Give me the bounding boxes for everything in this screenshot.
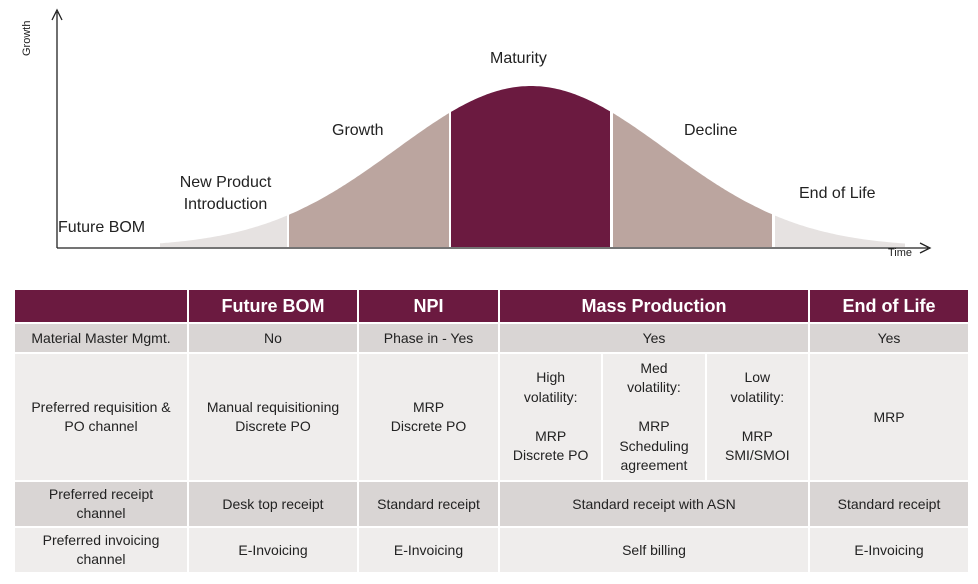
lifecycle-diagram bbox=[51, 8, 932, 254]
lifecycle-table: Future BOM NPI Mass Production End of Li… bbox=[13, 288, 970, 574]
cell-future-bom: Manual requisitioning Discrete PO bbox=[187, 352, 359, 482]
cell-future-bom: No bbox=[187, 322, 359, 354]
y-axis-label: Growth bbox=[21, 20, 33, 56]
segment-end-of-life bbox=[775, 215, 905, 247]
row-label: Material Master Mgmt. bbox=[13, 322, 189, 354]
segment-npi bbox=[160, 215, 287, 247]
cell-end-of-life: Yes bbox=[808, 322, 970, 354]
cell-end-of-life: MRP bbox=[808, 352, 970, 482]
x-axis-arrow bbox=[919, 242, 932, 254]
cell-end-of-life: Standard receipt bbox=[808, 480, 970, 528]
cell-future-bom: Desk top receipt bbox=[187, 480, 359, 528]
segment-decline bbox=[613, 113, 772, 247]
row-label: Preferred invoicing channel bbox=[13, 526, 189, 574]
cell-npi: Standard receipt bbox=[357, 480, 500, 528]
header-npi: NPI bbox=[357, 288, 500, 324]
sub-cell-low-volatility: Low volatility: MRP SMI/SMOI bbox=[725, 369, 790, 464]
row-label: Preferred requisition & PO channel bbox=[13, 352, 189, 482]
sub-cell-med-volatility: Med volatility: MRP Scheduling agreement bbox=[603, 354, 707, 480]
table-header-row: Future BOM NPI Mass Production End of Li… bbox=[13, 288, 970, 324]
phase-label-future-bom: Future BOM bbox=[58, 219, 146, 236]
cell-end-of-life: E-Invoicing bbox=[808, 526, 970, 574]
table-row: Material Master Mgmt. No Phase in - Yes … bbox=[13, 322, 970, 354]
cell-npi: Phase in - Yes bbox=[357, 322, 500, 354]
cell-mass-production: High volatility: MRP Discrete PO Med vol… bbox=[498, 352, 810, 482]
cell-npi: E-Invoicing bbox=[357, 526, 500, 574]
header-end-of-life: End of Life bbox=[808, 288, 970, 324]
phase-label-maturity: Maturity bbox=[490, 50, 547, 67]
cell-future-bom: E-Invoicing bbox=[187, 526, 359, 574]
table-row: Preferred invoicing channel E-Invoicing … bbox=[13, 526, 970, 574]
segment-growth bbox=[289, 113, 449, 247]
sub-cell-high-volatility: High volatility: MRP Discrete PO bbox=[500, 354, 604, 480]
phase-label-end-of-life: End of Life bbox=[799, 185, 876, 202]
row-label: Preferred receipt channel bbox=[13, 480, 189, 528]
y-axis-arrow bbox=[51, 8, 63, 21]
table-row: Preferred receipt channel Desk top recei… bbox=[13, 480, 970, 528]
segment-maturity bbox=[451, 86, 610, 247]
phase-label-decline: Decline bbox=[684, 122, 738, 139]
cell-mass-production: Self billing bbox=[498, 526, 810, 574]
cell-npi: MRP Discrete PO bbox=[357, 352, 500, 482]
header-blank bbox=[13, 288, 189, 324]
cell-mass-production: Yes bbox=[498, 322, 810, 354]
phase-label-growth: Growth bbox=[332, 122, 384, 139]
cell-mass-production: Standard receipt with ASN bbox=[498, 480, 810, 528]
x-axis-label: Time bbox=[888, 247, 913, 259]
header-mass-production: Mass Production bbox=[498, 288, 810, 324]
header-future-bom: Future BOM bbox=[187, 288, 359, 324]
phase-label-npi: New Product Introduction bbox=[179, 174, 272, 213]
table-row: Preferred requisition & PO channel Manua… bbox=[13, 352, 970, 482]
